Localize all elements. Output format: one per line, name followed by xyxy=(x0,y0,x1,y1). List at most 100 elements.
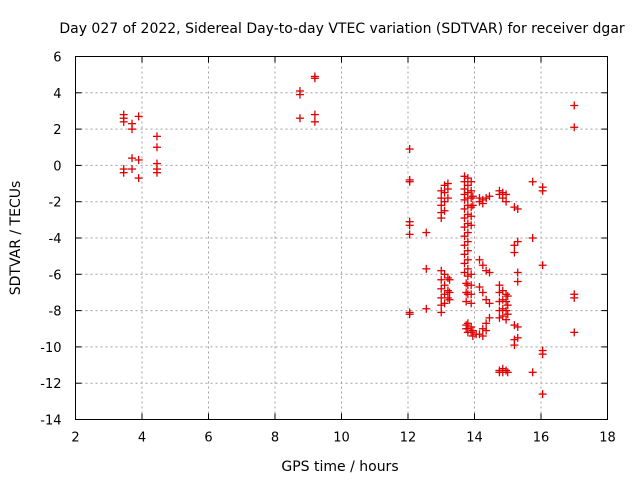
data-point xyxy=(467,281,476,290)
data-point xyxy=(440,270,449,279)
data-point xyxy=(437,301,446,310)
y-tick-label: 4 xyxy=(53,87,61,102)
data-point xyxy=(482,319,491,328)
data-point xyxy=(498,304,507,313)
data-point xyxy=(528,234,537,242)
data-point xyxy=(460,250,469,259)
data-point xyxy=(443,293,452,302)
data-point xyxy=(478,288,487,297)
data-point xyxy=(468,192,477,201)
data-point xyxy=(538,186,547,195)
data-point xyxy=(570,328,579,337)
data-point xyxy=(134,155,143,164)
data-point xyxy=(445,295,454,304)
y-tick-label: -12 xyxy=(40,377,61,392)
y-tick-label: 6 xyxy=(53,51,61,66)
data-point xyxy=(468,332,477,341)
data-point xyxy=(513,322,522,331)
data-point xyxy=(460,241,469,250)
data-point xyxy=(134,174,143,183)
x-axis-label: GPS time / hours xyxy=(281,459,398,475)
data-point xyxy=(513,333,522,342)
y-tick-label: -8 xyxy=(49,305,62,320)
data-point xyxy=(440,281,449,290)
y-tick-label: 0 xyxy=(53,159,61,174)
data-point xyxy=(443,184,452,193)
data-point xyxy=(498,312,507,321)
data-point xyxy=(510,248,519,257)
data-point xyxy=(467,328,476,337)
data-point xyxy=(503,310,512,319)
data-point xyxy=(460,195,469,204)
data-point xyxy=(498,286,507,295)
data-point xyxy=(502,366,511,375)
data-point xyxy=(295,90,304,99)
data-point xyxy=(463,181,472,190)
data-point xyxy=(513,204,522,213)
data-point xyxy=(405,177,414,186)
data-point xyxy=(570,123,579,132)
data-point xyxy=(405,221,414,230)
x-tick-label: 12 xyxy=(400,431,417,446)
data-point xyxy=(445,288,454,297)
data-point xyxy=(485,192,494,201)
y-tick-label: 2 xyxy=(53,123,61,138)
data-point xyxy=(485,299,494,308)
data-points xyxy=(119,72,579,399)
data-point xyxy=(463,255,472,264)
data-point xyxy=(437,308,446,317)
data-point xyxy=(310,110,319,119)
grid-lines xyxy=(75,56,608,420)
data-point xyxy=(467,203,476,212)
data-point xyxy=(405,230,414,239)
data-point xyxy=(460,232,469,241)
data-point xyxy=(440,181,449,190)
data-point xyxy=(503,292,512,301)
data-point xyxy=(528,177,537,186)
x-tick-label: 14 xyxy=(466,431,483,446)
y-tick-label: -2 xyxy=(49,196,62,211)
x-tick-label: 8 xyxy=(271,431,279,446)
data-point xyxy=(152,168,161,177)
data-point xyxy=(510,203,519,212)
plot-frame xyxy=(75,56,608,420)
data-point xyxy=(498,295,507,304)
data-point xyxy=(437,186,446,195)
data-point xyxy=(467,194,476,203)
x-tick-label: 4 xyxy=(138,431,146,446)
data-point xyxy=(128,154,137,163)
data-point xyxy=(405,145,414,154)
x-tick-label: 10 xyxy=(333,431,350,446)
data-point xyxy=(513,277,522,286)
data-point xyxy=(460,204,469,213)
chart-title: Day 027 of 2022, Sidereal Day-to-day VTE… xyxy=(59,21,625,37)
data-point xyxy=(485,268,494,277)
data-point xyxy=(482,194,491,203)
data-point xyxy=(462,297,471,306)
data-point xyxy=(460,223,469,232)
x-tick-label: 16 xyxy=(533,431,550,446)
data-point xyxy=(538,350,547,359)
data-point xyxy=(460,268,469,277)
data-point xyxy=(443,286,452,295)
data-point xyxy=(463,228,472,237)
data-point xyxy=(475,283,484,292)
data-point xyxy=(119,117,128,126)
data-point xyxy=(475,330,484,339)
data-point xyxy=(467,290,476,299)
data-point xyxy=(460,214,469,223)
data-point xyxy=(502,297,511,306)
data-point xyxy=(463,219,472,228)
data-point xyxy=(475,197,484,206)
data-point xyxy=(440,188,449,197)
data-point xyxy=(538,390,547,399)
data-point xyxy=(152,143,161,152)
data-point xyxy=(134,112,143,121)
y-tick-label: -4 xyxy=(49,232,62,247)
data-point xyxy=(510,341,519,350)
data-point xyxy=(495,281,504,290)
data-point xyxy=(467,177,476,186)
y-tick-label: -6 xyxy=(49,268,62,283)
data-point xyxy=(463,264,472,273)
data-point xyxy=(462,288,471,297)
